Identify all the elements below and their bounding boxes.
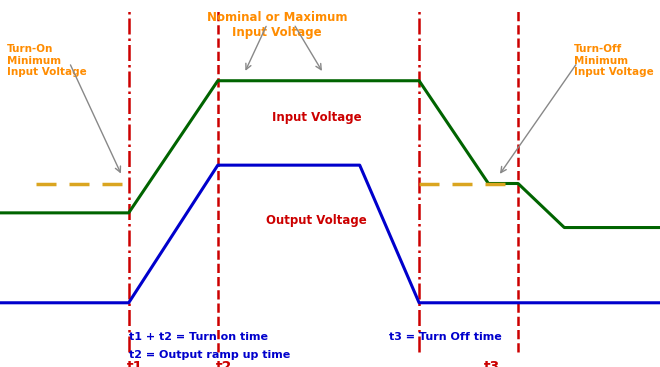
Text: t1: t1 [127,360,143,367]
Text: t2 = Output ramp up time: t2 = Output ramp up time [129,350,290,360]
Text: t3 = Turn Off time: t3 = Turn Off time [389,332,502,342]
Text: Nominal or Maximum
Input Voltage: Nominal or Maximum Input Voltage [207,11,347,39]
Text: Turn-Off
Minimum
Input Voltage: Turn-Off Minimum Input Voltage [574,44,654,77]
Text: Turn-On
Minimum
Input Voltage: Turn-On Minimum Input Voltage [7,44,86,77]
Text: t2: t2 [216,360,232,367]
Text: t1 + t2 = Turn on time: t1 + t2 = Turn on time [129,332,268,342]
Text: Output Voltage: Output Voltage [267,214,367,227]
Text: Input Voltage: Input Voltage [272,111,362,124]
Text: t3: t3 [484,360,500,367]
